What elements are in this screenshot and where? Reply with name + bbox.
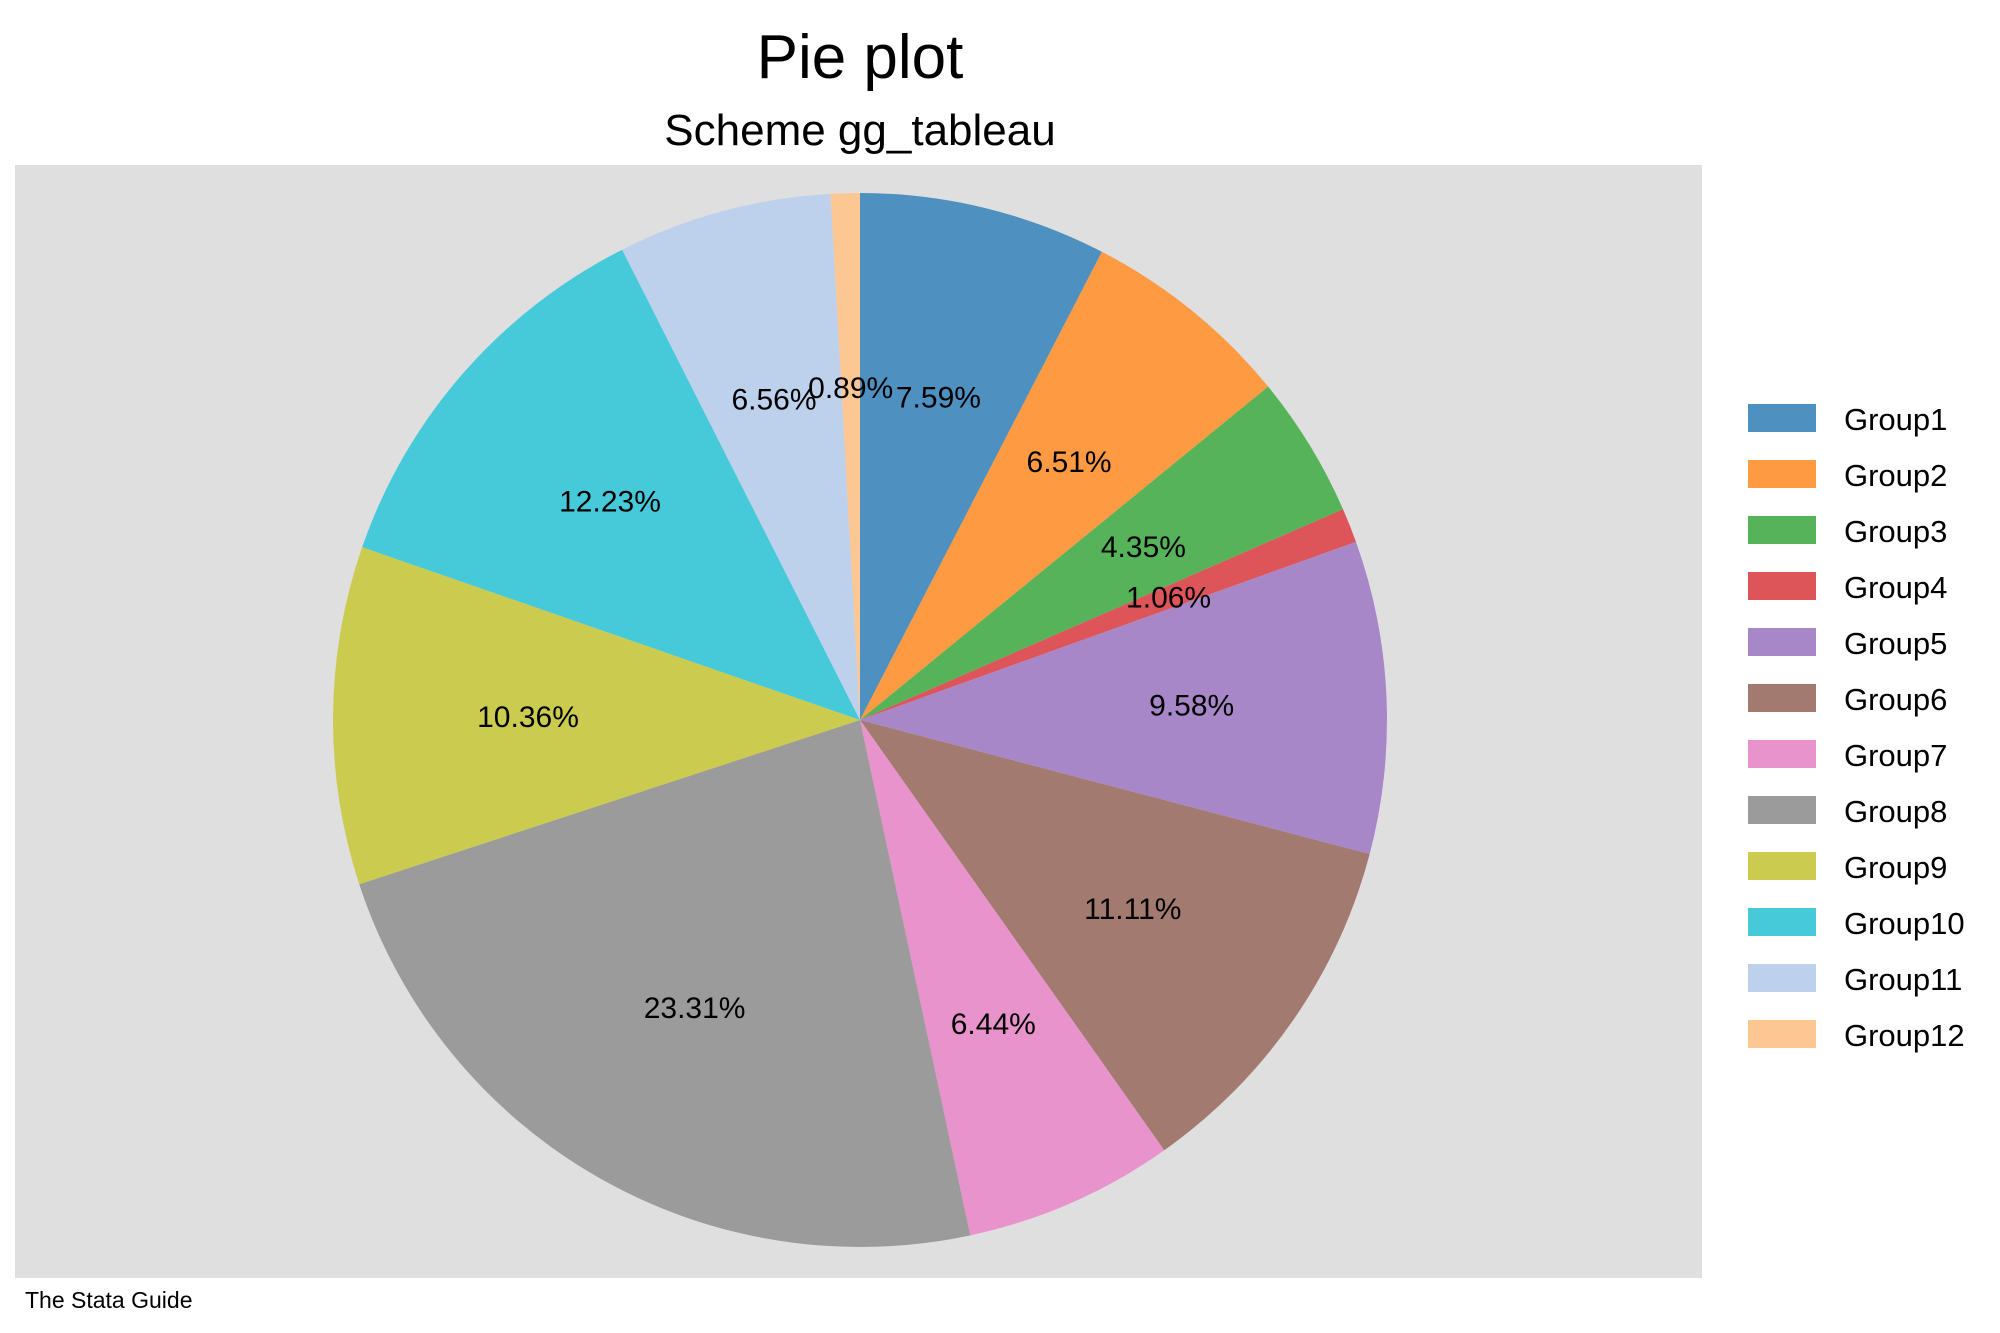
- slice-value-label: 0.89%: [808, 372, 893, 405]
- legend-label: Group7: [1844, 738, 1947, 773]
- slice-value-label: 11.11%: [1084, 893, 1181, 926]
- legend: Group1 Group2 Group3 Group4 Group5 Group6 Grou…: [1748, 402, 1965, 1053]
- legend-label: Group6: [1844, 682, 1947, 717]
- legend-label: Group12: [1844, 1018, 1965, 1053]
- legend-label: Group5: [1844, 626, 1947, 661]
- legend-key-group2: [1748, 460, 1816, 488]
- slice-value-label: 23.31%: [644, 992, 746, 1025]
- slice-value-label: 7.59%: [896, 381, 981, 414]
- legend-key-group1: [1748, 404, 1816, 432]
- pie-slice-group9: [333, 547, 861, 885]
- legend-key-group12: [1748, 1020, 1816, 1048]
- legend-label: Group9: [1844, 850, 1947, 885]
- legend-key-group6: [1748, 684, 1816, 712]
- legend-label: Group1: [1844, 402, 1947, 437]
- legend-key-group3: [1748, 516, 1816, 544]
- pie-slices: [333, 193, 1388, 1247]
- legend-key-group9: [1748, 852, 1816, 880]
- slice-value-label: 1.06%: [1126, 581, 1211, 614]
- slice-value-label: 6.44%: [951, 1008, 1036, 1041]
- slice-value-label: 10.36%: [477, 701, 579, 734]
- slice-value-label: 6.56%: [731, 383, 816, 416]
- pie-slice-group1: [860, 193, 1102, 720]
- pie-value-labels: 7.59% 6.51% 4.35% 1.06% 9.58% 11.11% 6.44% 23.3…: [477, 372, 1234, 1041]
- legend-label: Group3: [1844, 514, 1947, 549]
- pie-slice-group4: [860, 509, 1356, 720]
- legend-label: Group11: [1844, 962, 1962, 997]
- legend-key-group4: [1748, 572, 1816, 600]
- slice-value-label: 9.58%: [1149, 690, 1234, 723]
- chart-note: The Stata Guide: [25, 1287, 193, 1313]
- pie-slice-group10: [362, 249, 860, 720]
- legend-label: Group8: [1844, 794, 1947, 829]
- pie-slice-group8: [359, 720, 971, 1247]
- legend-key-group10: [1748, 908, 1816, 936]
- legend-key-group8: [1748, 796, 1816, 824]
- pie-slice-group3: [860, 386, 1344, 720]
- chart-subtitle: Scheme gg_tableau: [664, 106, 1055, 155]
- legend-label: Group4: [1844, 570, 1947, 605]
- pie-slice-group12: [830, 193, 860, 720]
- slice-value-label: 4.35%: [1101, 531, 1186, 564]
- slice-value-label: 6.51%: [1027, 446, 1112, 479]
- pie-slice-group6: [860, 720, 1370, 1151]
- legend-label: Group10: [1844, 906, 1965, 941]
- pie-slice-group7: [860, 720, 1165, 1236]
- chart-title: Pie plot: [757, 23, 964, 92]
- pie-slice-group11: [622, 193, 860, 720]
- legend-key-group11: [1748, 964, 1816, 992]
- legend-key-group7: [1748, 740, 1816, 768]
- legend-key-group5: [1748, 628, 1816, 656]
- slice-value-label: 12.23%: [559, 486, 661, 519]
- legend-label: Group2: [1844, 458, 1947, 493]
- pie-slice-group2: [860, 251, 1269, 720]
- pie-slice-group5: [860, 541, 1388, 855]
